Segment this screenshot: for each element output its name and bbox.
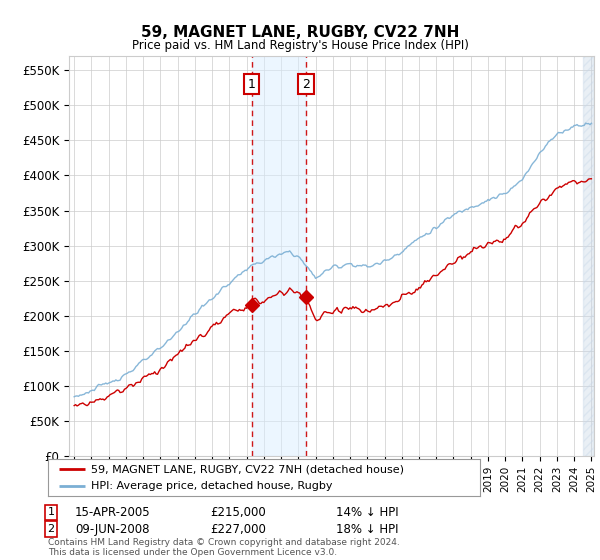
Text: 59, MAGNET LANE, RUGBY, CV22 7NH (detached house): 59, MAGNET LANE, RUGBY, CV22 7NH (detach…	[91, 464, 404, 474]
Text: 18% ↓ HPI: 18% ↓ HPI	[336, 522, 398, 536]
Text: Contains HM Land Registry data © Crown copyright and database right 2024.
This d: Contains HM Land Registry data © Crown c…	[48, 538, 400, 557]
Text: 2: 2	[47, 524, 55, 534]
Text: £215,000: £215,000	[210, 506, 266, 519]
Text: 59, MAGNET LANE, RUGBY, CV22 7NH: 59, MAGNET LANE, RUGBY, CV22 7NH	[141, 25, 459, 40]
Bar	[251, 56, 306, 456]
Text: 14% ↓ HPI: 14% ↓ HPI	[336, 506, 398, 519]
Text: 1: 1	[248, 78, 256, 91]
Text: 15-APR-2005: 15-APR-2005	[75, 506, 151, 519]
Text: HPI: Average price, detached house, Rugby: HPI: Average price, detached house, Rugb…	[91, 481, 332, 491]
Text: 1: 1	[47, 507, 55, 517]
Text: £227,000: £227,000	[210, 522, 266, 536]
Text: 2: 2	[302, 78, 310, 91]
Text: 09-JUN-2008: 09-JUN-2008	[75, 522, 149, 536]
Bar	[583, 56, 593, 456]
Text: Price paid vs. HM Land Registry's House Price Index (HPI): Price paid vs. HM Land Registry's House …	[131, 39, 469, 52]
